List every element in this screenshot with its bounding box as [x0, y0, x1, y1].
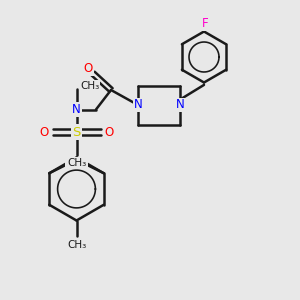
- Text: CH₃: CH₃: [67, 240, 86, 250]
- Text: CH₃: CH₃: [66, 158, 85, 168]
- Text: O: O: [40, 125, 49, 139]
- Text: N: N: [72, 103, 81, 116]
- Text: S: S: [72, 125, 81, 139]
- Text: N: N: [176, 98, 184, 112]
- Text: O: O: [84, 62, 93, 76]
- Text: CH₃: CH₃: [68, 158, 87, 168]
- Text: F: F: [202, 16, 209, 30]
- Text: CH₃: CH₃: [80, 81, 100, 91]
- Text: O: O: [104, 125, 113, 139]
- Text: N: N: [134, 98, 142, 112]
